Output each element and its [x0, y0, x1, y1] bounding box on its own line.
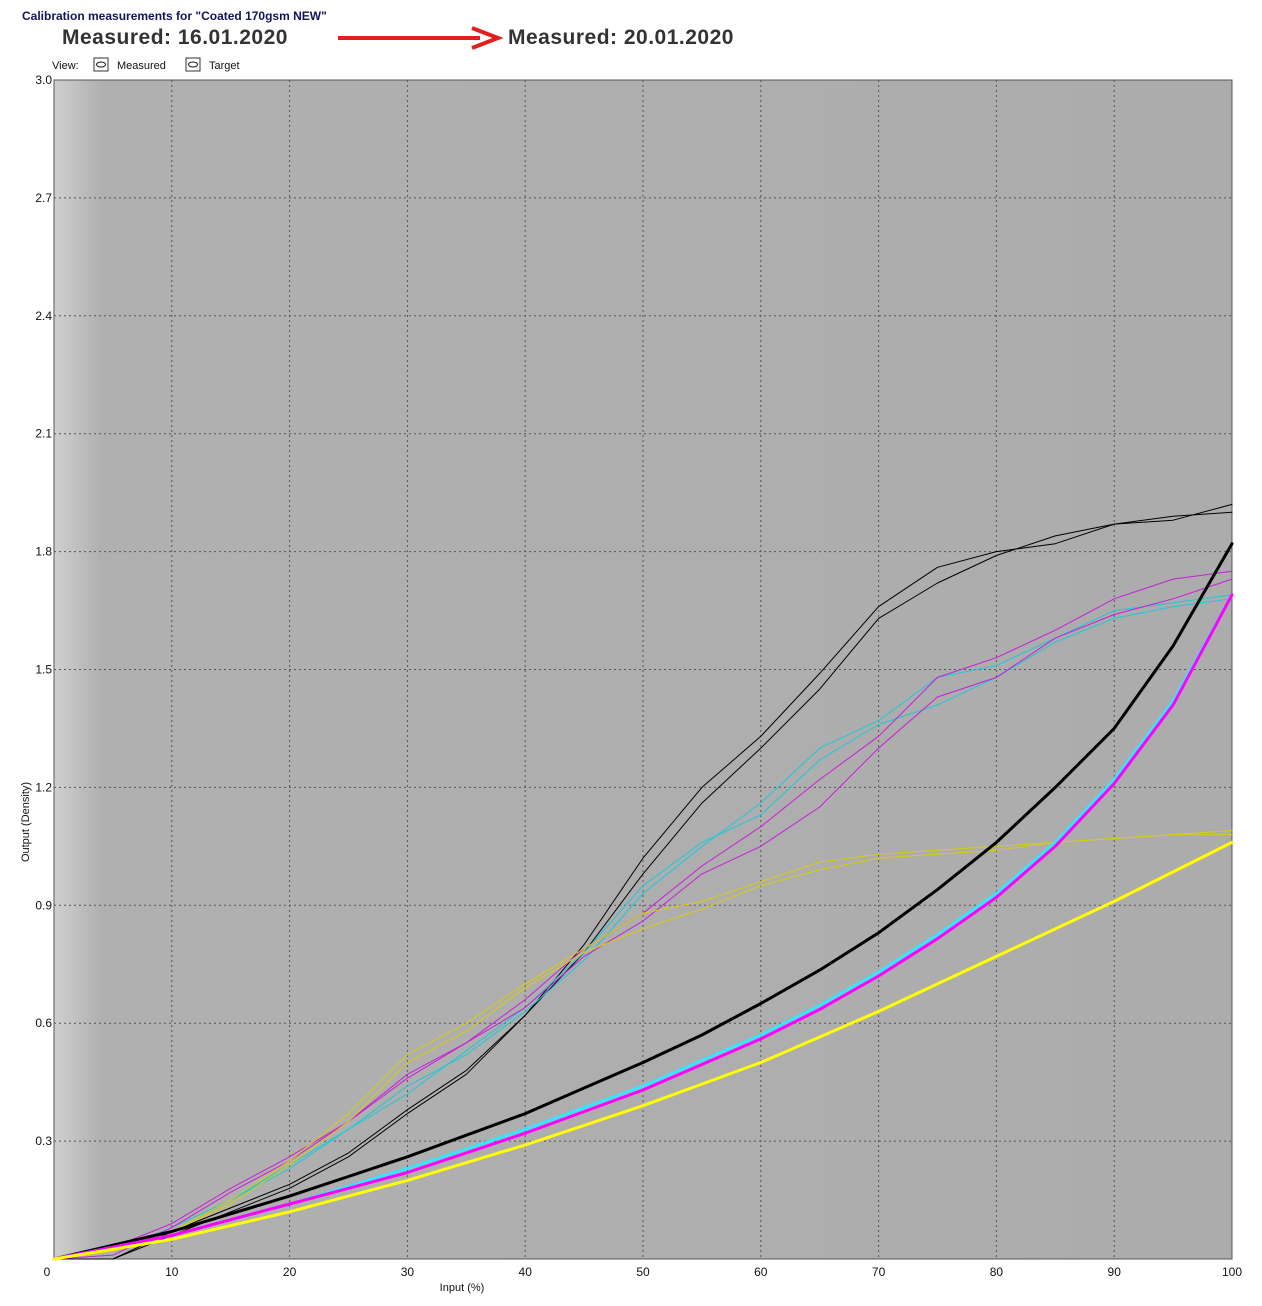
y-axis-label: Output (Density)	[20, 782, 32, 862]
toggle-measured[interactable]: Measured	[93, 57, 166, 72]
series-line	[53, 834, 1233, 1260]
series-line	[53, 830, 1233, 1260]
y-tick-label: 2.4	[35, 309, 52, 323]
series-line	[53, 503, 1233, 1260]
x-tick-label: 80	[990, 1265, 1004, 1279]
arrow	[338, 26, 504, 50]
x-axis-label: Input (%)	[440, 1282, 485, 1294]
y-tick-label: 1.8	[35, 545, 52, 559]
x-tick-label: 90	[1108, 1265, 1122, 1279]
annotation: Measured: 16.01.2020	[62, 26, 288, 49]
x-tick-label: 0	[44, 1265, 51, 1279]
x-tick-label: 70	[872, 1265, 886, 1279]
checkbox[interactable]	[185, 57, 201, 72]
x-tick-label: 60	[754, 1265, 768, 1279]
x-tick-label: 30	[401, 1265, 415, 1279]
view-label: View:	[52, 60, 79, 72]
chart-title: Calibration measurements for "Coated 170…	[22, 9, 327, 23]
series-line	[52, 542, 1234, 1261]
x-tick-label: 20	[283, 1265, 297, 1279]
checkbox[interactable]	[93, 57, 109, 72]
legend-label: Target	[209, 60, 240, 72]
y-tick-label: 2.7	[35, 191, 52, 205]
annotation: Measured: 20.01.2020	[508, 26, 734, 49]
series-line	[52, 593, 1234, 1261]
series-line	[52, 840, 1234, 1261]
eye-icon	[96, 61, 106, 68]
x-tick-label: 40	[519, 1265, 533, 1279]
y-tick-label: 1.5	[35, 663, 52, 677]
x-tick-label: 100	[1222, 1265, 1242, 1279]
y-tick-label: 3.0	[35, 73, 52, 87]
y-tick-label: 1.2	[35, 780, 52, 794]
series-line	[53, 511, 1233, 1260]
series-line	[53, 578, 1233, 1260]
y-tick-label: 0.3	[35, 1134, 52, 1148]
y-tick-label: 0.6	[35, 1016, 52, 1030]
y-tick-label: 2.1	[35, 427, 52, 441]
y-tick-label: 0.9	[35, 898, 52, 912]
series-line	[53, 598, 1233, 1260]
x-tick-label: 10	[165, 1265, 179, 1279]
eye-icon	[188, 61, 198, 68]
legend-label: Measured	[117, 60, 166, 72]
x-tick-label: 50	[636, 1265, 650, 1279]
toggle-target[interactable]: Target	[185, 57, 240, 72]
series-line	[53, 594, 1233, 1260]
